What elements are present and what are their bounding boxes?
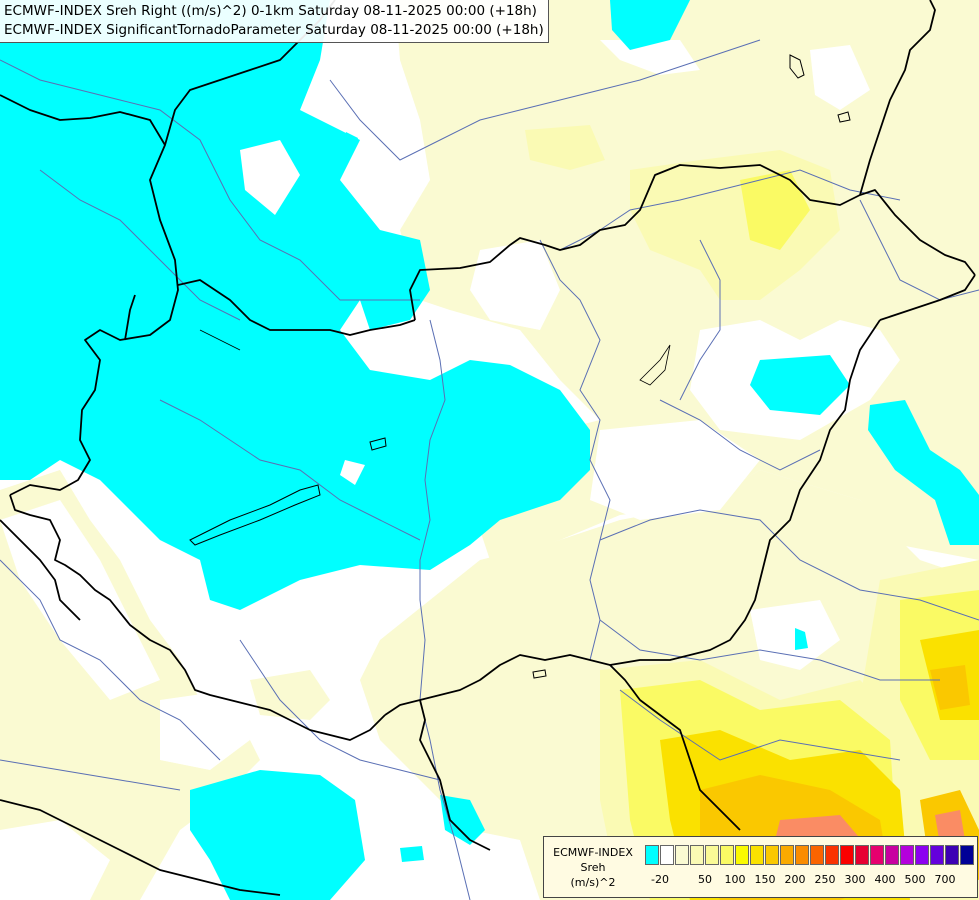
legend-swatch xyxy=(915,845,929,865)
legend-swatch xyxy=(810,845,824,865)
legend-title-line1: ECMWF-INDEX xyxy=(553,846,633,859)
legend-swatch xyxy=(885,845,899,865)
region-lines xyxy=(199,329,671,386)
legend-tick-label: 150 xyxy=(754,873,776,886)
legend-swatch xyxy=(750,845,764,865)
legend-tick-label: 700 xyxy=(934,873,956,886)
legend-swatch xyxy=(735,845,749,865)
legend-tick-label: 500 xyxy=(904,873,926,886)
legend-swatch xyxy=(780,845,794,865)
legend-swatch xyxy=(660,845,674,865)
legend-tick-label: 100 xyxy=(724,873,746,886)
legend-tick-label: 200 xyxy=(784,873,806,886)
legend-swatch xyxy=(840,845,854,865)
map-title-line1: ECMWF-INDEX Sreh Right ((m/s)^2) 0-1km S… xyxy=(4,3,537,19)
legend-tick-label: 300 xyxy=(844,873,866,886)
legend-tick-label: 50 xyxy=(698,873,712,886)
legend-swatch xyxy=(645,845,659,865)
legend-swatch xyxy=(825,845,839,865)
legend-swatch xyxy=(945,845,959,865)
legend-tick-label: -20 xyxy=(651,873,669,886)
legend-swatch xyxy=(900,845,914,865)
legend-swatch xyxy=(795,845,809,865)
legend-swatch xyxy=(720,845,734,865)
legend-title: ECMWF-INDEX Sreh (m/s)^2 xyxy=(544,845,642,890)
map-title-line2: ECMWF-INDEX SignificantTornadoParameter … xyxy=(4,22,544,38)
legend-swatch xyxy=(855,845,869,865)
legend-swatch xyxy=(765,845,779,865)
rivers xyxy=(0,39,979,900)
legend-tick-label: 250 xyxy=(814,873,836,886)
legend-swatch xyxy=(705,845,719,865)
legend-swatch xyxy=(930,845,944,865)
legend-swatch xyxy=(870,845,884,865)
map-title-box: ECMWF-INDEX Sreh Right ((m/s)^2) 0-1km S… xyxy=(0,0,549,43)
legend-swatch xyxy=(960,845,974,865)
legend-swatch xyxy=(690,845,704,865)
lakes xyxy=(189,54,851,679)
legend-swatch xyxy=(675,845,689,865)
legend: ECMWF-INDEX Sreh (m/s)^2 -20 50 100 150 200 2… xyxy=(543,836,978,898)
legend-tick-label: 400 xyxy=(874,873,896,886)
legend-title-line3: (m/s)^2 xyxy=(570,876,616,889)
legend-title-line2: Sreh xyxy=(580,861,606,874)
sreh-white-patches xyxy=(0,40,900,900)
